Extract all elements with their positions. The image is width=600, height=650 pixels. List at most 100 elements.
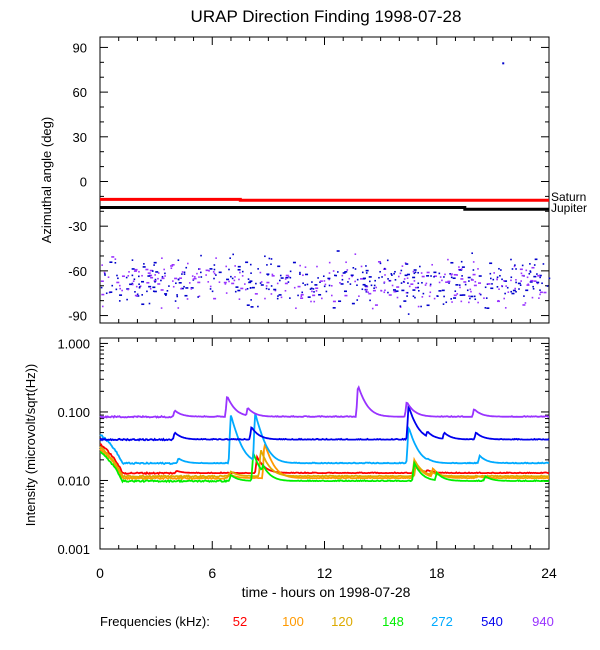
direction-point [327,277,331,280]
direction-point [218,271,222,274]
legend-entry-120: 120 [331,614,353,629]
direction-point [412,270,415,273]
direction-point [367,291,369,294]
direction-point [312,294,316,297]
direction-point [118,300,121,302]
direction-point [228,280,230,283]
direction-point [311,281,313,283]
direction-point [525,289,529,292]
direction-point [230,275,232,278]
direction-point [417,271,419,274]
direction-point [543,291,547,294]
direction-point [539,276,541,279]
direction-point [468,301,470,304]
direction-point [422,292,425,295]
direction-point [224,283,227,285]
direction-point [537,275,541,277]
x-axis-label: time - hours on 1998-07-28 [242,584,411,600]
direction-point [414,296,416,299]
direction-point [153,264,155,266]
direction-point [500,269,502,271]
azimuth-ytick-label: -60 [68,264,87,279]
direction-point [473,295,476,298]
direction-point [405,291,408,294]
direction-point [526,276,529,279]
direction-point [145,268,149,271]
direction-point [284,278,287,280]
direction-point [365,265,367,267]
direction-point [141,294,144,296]
intensity-line-120khz [99,446,549,479]
direction-point [153,280,157,282]
saturn-track-line [100,197,549,202]
direction-point [276,297,279,300]
saturn-label: Saturn [551,190,586,204]
direction-point [168,285,170,287]
direction-point [301,291,304,294]
direction-point [439,276,442,278]
direction-point [249,263,252,266]
direction-point [328,272,331,274]
intensity-line-540khz [99,404,550,442]
direction-point [506,286,509,289]
direction-point [425,282,428,285]
direction-point [504,307,507,309]
direction-point [200,276,203,278]
direction-point [471,252,473,255]
direction-point [208,270,210,272]
direction-point [539,289,541,291]
direction-point [389,279,391,282]
x-tick-label: 12 [317,565,333,581]
intensity-ytick-label: 0.100 [57,405,90,420]
direction-point [388,294,392,296]
direction-point [354,253,357,255]
direction-point [404,274,408,277]
direction-point [484,307,487,309]
direction-point [174,277,178,280]
direction-point [297,285,301,288]
direction-point [300,297,304,300]
direction-point [531,296,534,299]
direction-point [268,288,270,291]
direction-point [107,276,110,279]
direction-point [447,258,449,261]
direction-point [517,282,521,285]
direction-point [207,281,210,283]
direction-point [524,302,527,304]
direction-point [328,278,331,281]
direction-point [348,277,351,280]
direction-point [347,281,349,283]
direction-point [379,262,382,265]
direction-point [469,297,471,300]
direction-point [183,271,186,274]
direction-point [164,272,166,275]
direction-point [503,297,505,300]
direction-point [381,276,383,278]
direction-point [180,287,182,290]
direction-point [249,287,252,289]
direction-point [183,285,185,288]
legend-entry-148: 148 [382,614,404,629]
direction-point [318,293,322,296]
direction-point [361,271,364,274]
direction-point [149,287,152,290]
direction-point [128,271,130,273]
direction-point [368,292,372,295]
direction-point [255,282,257,285]
direction-point [474,298,477,301]
direction-point [413,272,416,275]
direction-point [279,274,282,277]
direction-point [234,290,237,293]
direction-point [523,295,525,297]
legend-entry-272: 272 [431,614,453,629]
direction-point [160,307,163,309]
direction-point [302,274,304,277]
direction-point [231,277,234,280]
direction-point [519,284,522,286]
direction-point [407,282,409,284]
direction-point [141,274,143,277]
direction-point [265,285,268,287]
direction-point [250,306,254,308]
direction-point [148,302,151,305]
direction-point [442,303,445,305]
